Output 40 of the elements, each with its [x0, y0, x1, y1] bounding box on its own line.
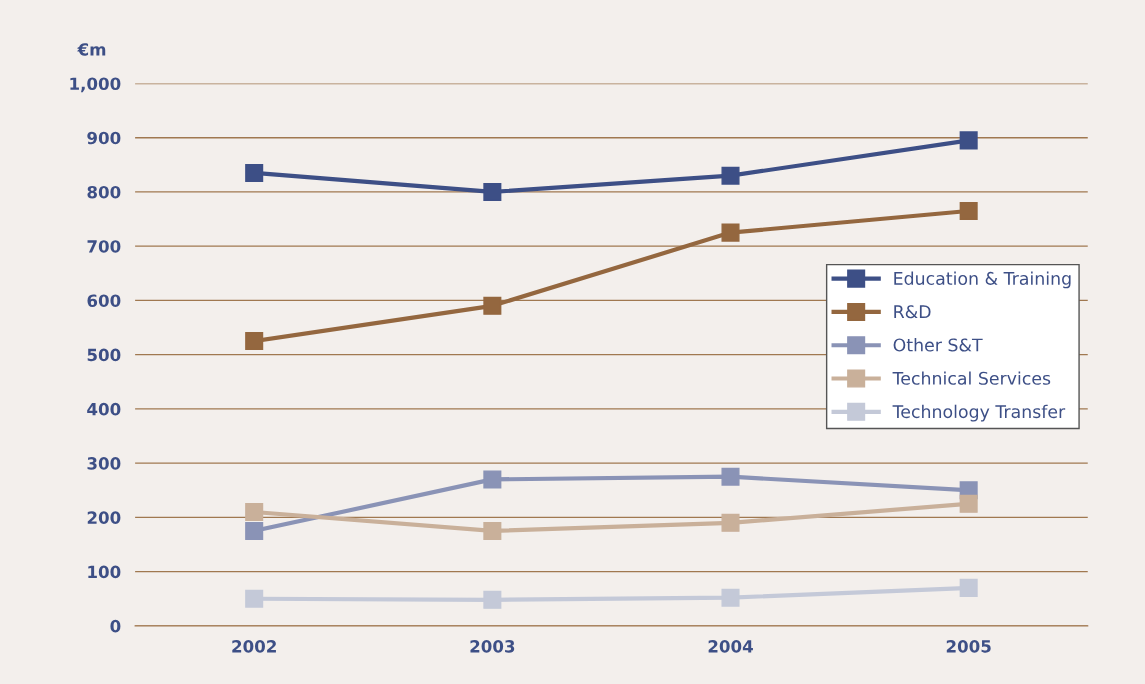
point: [721, 513, 740, 532]
y-tick-label: 200: [87, 511, 121, 524]
point: [245, 332, 264, 351]
y-tick-label: 800: [87, 185, 121, 199]
legend-label: R&D: [894, 305, 931, 319]
x-tick-label: 2002: [232, 640, 276, 653]
y-tick-label: 1,000: [70, 77, 121, 93]
x-tick-label: 2005: [946, 640, 991, 653]
point: [721, 588, 740, 607]
legend-label: Technology Transfer: [892, 404, 1066, 422]
x-tick-label: 2003: [470, 640, 515, 653]
point: [959, 131, 978, 150]
point: [959, 494, 978, 513]
y-tick-label: 700: [87, 240, 121, 253]
point: [959, 201, 978, 220]
y-tick-label: 500: [87, 348, 121, 362]
point: [245, 521, 264, 540]
point: [245, 502, 264, 521]
point: [959, 578, 978, 597]
point: [721, 223, 740, 242]
point: [721, 166, 740, 185]
x-tick-label: 2004: [708, 640, 753, 653]
legend-label: Education & Training: [894, 271, 1071, 289]
point: [483, 590, 502, 609]
point: [245, 163, 264, 182]
point: [483, 296, 502, 315]
point: [483, 521, 502, 540]
y-tick-label: 300: [87, 457, 121, 470]
y-tick-label: 600: [87, 294, 121, 307]
legend-label: Technical Services: [892, 371, 1051, 385]
point: [483, 182, 502, 201]
y-tick-label: 400: [87, 402, 121, 416]
y-axis-title: €m: [77, 43, 106, 56]
point: [483, 470, 502, 489]
point: [245, 589, 264, 608]
y-tick-label: 0: [110, 619, 121, 633]
point: [721, 467, 740, 486]
legend-label: Other S&T: [893, 338, 983, 352]
y-tick-label: 900: [87, 131, 121, 145]
y-tick-label: 100: [88, 565, 121, 579]
